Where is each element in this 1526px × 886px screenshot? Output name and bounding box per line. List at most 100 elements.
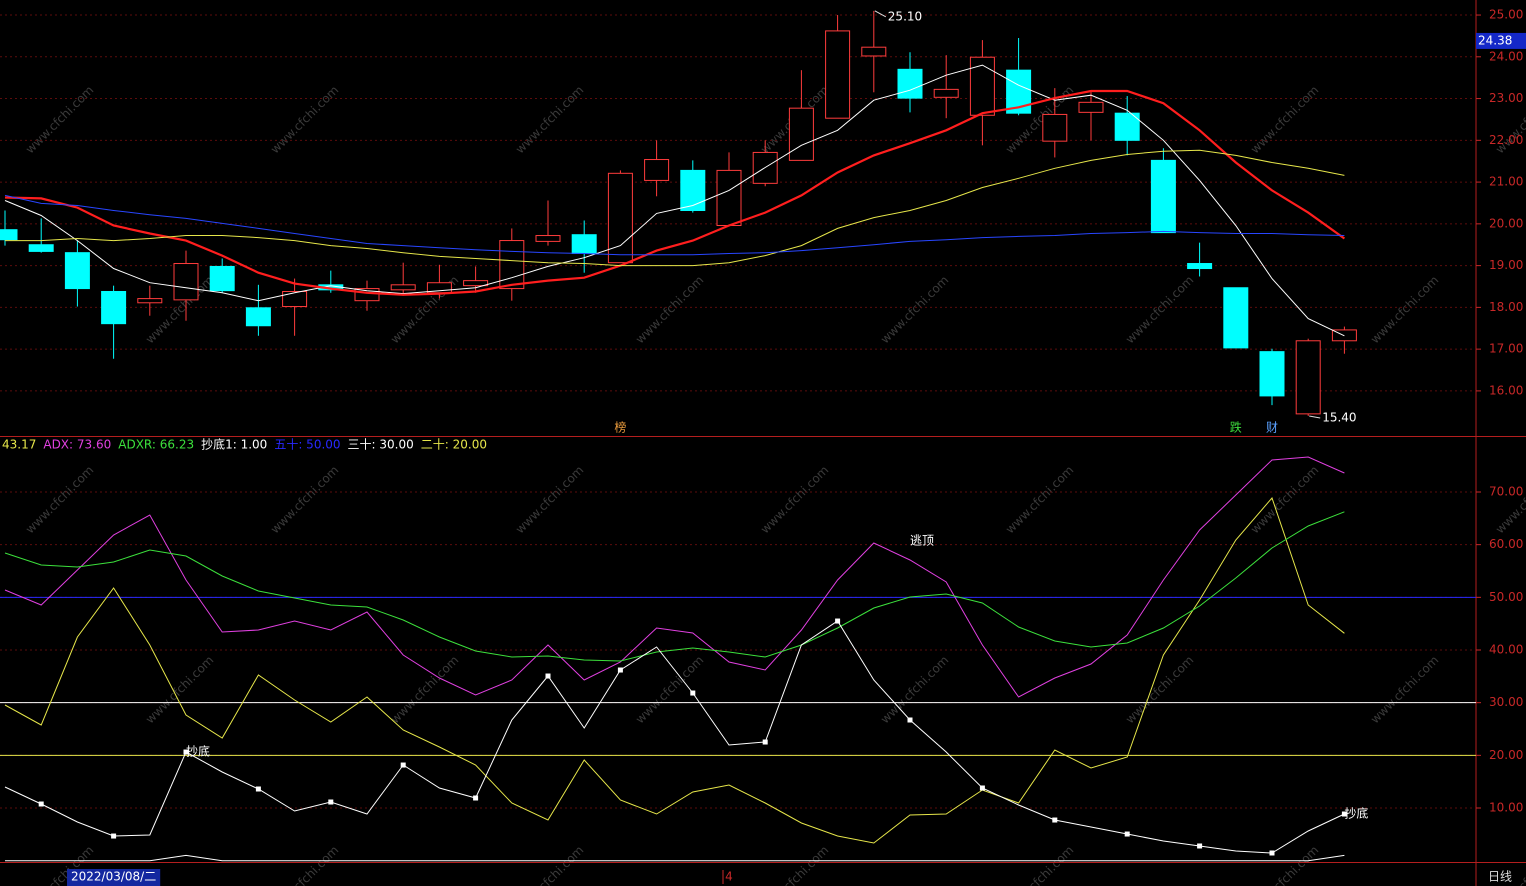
- watermarks: www.cfchi.com www.cfchi.com www.cfchi.com w…: [23, 83, 1526, 886]
- candle-body: [897, 68, 923, 99]
- series-dot: [1269, 850, 1275, 856]
- watermark: www.cfchi.com: [268, 843, 342, 886]
- candle-body: [499, 240, 525, 290]
- legend-entry: 43.17: [2, 438, 36, 452]
- series-line: [5, 149, 1345, 267]
- candle-body: [1223, 287, 1249, 349]
- watermark: www.cfchi.com: [23, 83, 97, 157]
- candle-body: [0, 229, 18, 241]
- candle-body: [969, 56, 995, 116]
- candle-body: [644, 159, 670, 181]
- series-line: [4, 89, 1346, 296]
- series-line: [4, 620, 1345, 854]
- series-dot: [1197, 843, 1203, 849]
- legend-entry: 五十: 50.00: [274, 438, 340, 452]
- candle-body: [861, 46, 887, 57]
- candle-body: [282, 291, 308, 308]
- event-marker: 财: [1266, 421, 1278, 435]
- series-dot: [183, 749, 189, 755]
- y-tick-label: 17.00: [1489, 342, 1523, 356]
- watermark: www.cfchi.com: [268, 463, 342, 537]
- annotation-label: 抄底: [186, 744, 210, 759]
- candle-body: [209, 265, 235, 292]
- legend-entry: ADX: 73.60: [43, 438, 111, 452]
- watermark: www.cfchi.com: [1003, 463, 1077, 537]
- series-line: [4, 194, 1345, 256]
- watermark: www.cfchi.com: [758, 463, 832, 537]
- watermark: www.cfchi.com: [143, 653, 217, 727]
- candle-body: [1042, 113, 1068, 142]
- series-dot: [617, 667, 623, 673]
- watermark: www.cfchi.com: [513, 463, 587, 537]
- watermark: www.cfchi.com: [513, 843, 587, 886]
- candle-body: [933, 88, 959, 98]
- series-dot: [400, 762, 406, 768]
- candle-body: [788, 107, 814, 161]
- candle-body: [101, 291, 127, 325]
- y-tick-label: 20.00: [1489, 216, 1523, 230]
- annotation-label: 逃顶: [910, 533, 934, 547]
- cursor-label-bg: [1476, 32, 1526, 49]
- series-dot: [1124, 831, 1130, 837]
- y-tick-label: 19.00: [1489, 258, 1523, 272]
- annotation-arrow: [874, 10, 887, 18]
- watermark: www.cfchi.com: [1368, 273, 1442, 347]
- series-dot: [907, 717, 913, 723]
- series-dot: [1052, 817, 1058, 823]
- candle-body: [390, 284, 416, 291]
- series-dot: [111, 833, 117, 839]
- legend-entry: 抄底1: 1.00: [201, 437, 267, 452]
- candle-body: [680, 169, 706, 211]
- series-line: [5, 854, 1345, 862]
- period-label[interactable]: 日线: [1488, 870, 1512, 884]
- series-dot: [1341, 811, 1347, 817]
- y-tick-label: 50.00: [1489, 590, 1523, 604]
- legend-entry: ADXR: 66.23: [118, 438, 194, 452]
- watermark: www.cfchi.com: [1123, 273, 1197, 347]
- watermark: www.cfchi.com: [758, 843, 832, 886]
- series-line: [4, 456, 1345, 698]
- event-marker: 跌: [1230, 420, 1242, 435]
- watermark: www.cfchi.com: [878, 273, 952, 347]
- candle-body: [1259, 351, 1285, 397]
- series-dot: [979, 785, 985, 791]
- y-tick-label: 40.00: [1489, 643, 1523, 657]
- y-tick-label: 18.00: [1489, 300, 1523, 314]
- y-tick-label: 24.00: [1489, 49, 1523, 63]
- series-line: [4, 497, 1345, 844]
- annotation-label: 抄底: [1344, 806, 1368, 821]
- y-tick-label: 30.00: [1489, 695, 1523, 709]
- candle-body: [1187, 263, 1213, 270]
- watermark: www.cfchi.com: [23, 463, 97, 537]
- series-dot: [690, 690, 696, 696]
- legend-entry: 二十: 20.00: [421, 438, 487, 452]
- candle-body: [825, 30, 851, 119]
- y-tick-label: 16.00: [1489, 383, 1523, 397]
- watermark: www.cfchi.com: [878, 653, 952, 727]
- series-dot: [255, 786, 261, 792]
- candle-body: [245, 307, 271, 327]
- cursor-label: 24.38: [1478, 33, 1512, 47]
- series-dot: [762, 739, 768, 745]
- series-dot: [473, 795, 479, 801]
- watermark: www.cfchi.com: [513, 83, 587, 157]
- watermark: www.cfchi.com: [633, 273, 707, 347]
- y-tick-label: 21.00: [1489, 175, 1523, 189]
- watermark: www.cfchi.com: [1123, 653, 1197, 727]
- annotation-label: 25.10: [888, 9, 922, 23]
- candle-body: [607, 172, 633, 264]
- y-tick-label: 22.00: [1489, 133, 1523, 147]
- y-tick-label: 60.00: [1489, 537, 1523, 551]
- candle-body: [173, 263, 199, 301]
- watermark: www.cfchi.com: [1248, 843, 1322, 886]
- series-dot: [835, 618, 841, 624]
- annotation-label: 15.40: [1322, 410, 1356, 424]
- series-line: [4, 511, 1345, 662]
- event-marker: 榜: [614, 420, 626, 435]
- series-dot: [545, 673, 551, 679]
- y-tick-label: 20.00: [1489, 748, 1523, 762]
- watermark: www.cfchi.com: [1003, 843, 1077, 886]
- candle-body: [535, 235, 561, 242]
- candle-body: [137, 298, 163, 304]
